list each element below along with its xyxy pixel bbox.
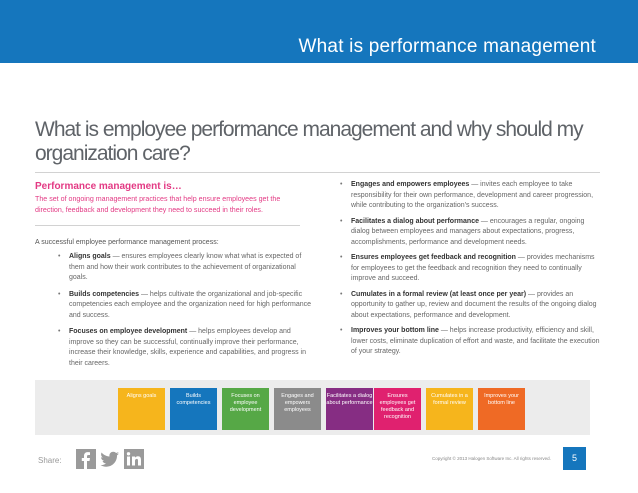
list-item: • Facilitates a dialog about performance … [340,217,600,249]
header-title: What is performance management [298,36,596,57]
tile-focuses-on-development: Focuses on employee development [222,388,269,430]
list-item: • Engages and empowers employees — invite… [340,180,600,212]
list-item: • Cumulates in a formal review (at least … [340,290,600,322]
bullet-text: — provides mechanisms for employees to g… [351,254,595,282]
bullet-bold: Improves your bottom line [351,327,439,334]
bullet-icon: • [340,290,343,298]
copyright-text: Copyright © 2013 Halogen Software Inc. A… [432,456,551,461]
list-item: • Aligns goals — ensures employees clearl… [58,252,314,284]
bullet-text: — provides an opportunity to gather up, … [351,290,597,319]
bullet-icon: • [58,290,61,298]
tile-improves-bottom-line: Improves your bottom line [478,388,525,430]
list-item: • Ensures employees get feedback and reco… [340,253,600,285]
bullet-bold: Cumulates in a formal review (at least o… [351,290,527,298]
tile-engages-employees: Engages and empowers employees [274,388,321,430]
linkedin-icon[interactable] [124,449,144,469]
tile-facilitates-dialog: Facilitates a dialog about performance [326,388,373,430]
bullet-text: — ensures employees clearly know what wh… [69,253,302,281]
bullet-icon: • [340,254,343,261]
left-bullet-list: • Aligns goals — ensures employees clearl… [58,252,314,375]
tile-ensures-feedback: Ensures employees get feedback and recog… [374,388,421,430]
bullet-text: — encourages a regular, ongoing dialog b… [351,217,585,246]
tile-builds-competencies: Builds competencies [170,388,217,430]
list-item: • Builds competencies — helps cultivate t… [58,290,314,322]
bullet-icon: • [340,327,343,334]
bullet-bold: Ensures employees get feedback and recog… [351,254,516,261]
bullet-text: — invites each employee to take responsi… [351,181,594,209]
bullet-text: — helps increase productivity, efficienc… [351,327,600,355]
tile-cumulates-review: Cumulates in a formal review [426,388,473,430]
definition-divider [35,225,300,226]
definition-heading: Performance management is… [35,181,182,192]
right-bullet-list: • Engages and empowers employees — invite… [340,180,600,363]
definition-body: The set of ongoing management practices … [35,195,281,214]
list-item: • Improves your bottom line — helps incre… [340,326,600,358]
facebook-icon[interactable] [76,449,96,469]
bullet-bold: Focuses on employee development [69,328,188,335]
header-bar: What is performance management [0,0,638,63]
page-number: 5 [563,447,586,470]
intro-text: A successful employee performance manage… [35,239,219,246]
bullet-bold: Builds competencies [69,290,140,298]
list-item: • Focuses on employee development — helps… [58,327,314,369]
bullet-bold: Facilitates a dialog about performance [351,217,479,225]
bullet-icon: • [340,181,343,188]
title-divider [35,172,600,173]
bullet-icon: • [340,217,343,225]
bullet-text: — helps cultivate the organizational and… [69,290,312,319]
bullet-bold: Aligns goals [69,253,111,260]
bullet-bold: Engages and empowers employees [351,181,470,188]
tile-aligns-goals: Aligns goals [118,388,165,430]
share-label: Share: [38,456,62,465]
bullet-text: — helps employees develop and improve so… [69,328,306,367]
bullet-icon: • [58,253,61,260]
page-title: What is employee performance management … [35,118,584,165]
twitter-icon[interactable] [100,449,120,469]
bullet-icon: • [58,328,61,335]
